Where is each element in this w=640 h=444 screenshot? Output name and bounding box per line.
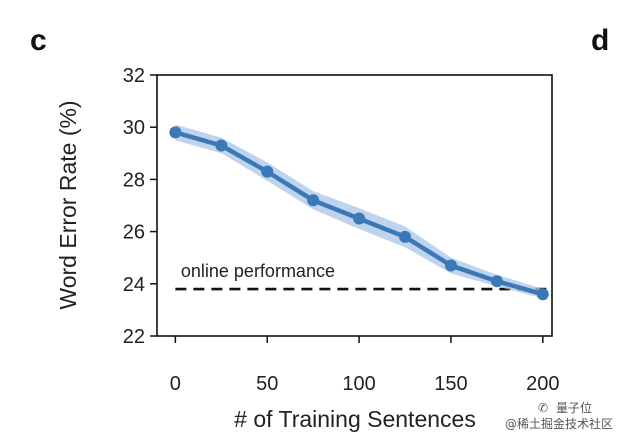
- y-tick-label-22: 22: [123, 326, 145, 348]
- x-tick-label-50: 50: [256, 373, 278, 395]
- x-tick-label-200: 200: [526, 373, 559, 395]
- watermark-text: @稀土掘金技术社区: [505, 416, 613, 431]
- plot-area: 22 24 26 28 30 32 0 50 100 150 200 online performan…: [123, 65, 560, 395]
- watermark-brand: 量子位: [556, 400, 592, 415]
- x-axis-label: # of Training Sentences: [234, 406, 476, 432]
- y-tick-label-26: 26: [123, 222, 145, 244]
- data-point-75: [307, 194, 320, 207]
- y-axis-label: Word Error Rate (%): [55, 100, 81, 309]
- watermark-icon: ✆: [538, 401, 548, 415]
- data-point-200: [536, 288, 549, 301]
- data-point-150: [444, 259, 457, 272]
- y-tick-label-28: 28: [123, 169, 145, 191]
- y-tick-label-30: 30: [123, 117, 145, 139]
- data-point-100: [353, 212, 366, 225]
- reference-line-label: online performance: [181, 261, 335, 281]
- data-point-125: [399, 230, 412, 243]
- x-tick-label-100: 100: [342, 373, 375, 395]
- panel-label-c: c: [30, 24, 47, 57]
- data-point-25: [215, 139, 228, 152]
- data-point-50: [261, 165, 274, 178]
- y-tick-label-32: 32: [123, 65, 145, 87]
- x-tick-label-150: 150: [434, 373, 467, 395]
- x-tick-label-0: 0: [170, 373, 181, 395]
- y-tick-label-24: 24: [123, 274, 145, 296]
- panel-label-d: d: [591, 24, 609, 57]
- data-point-0: [169, 126, 182, 139]
- data-point-175: [490, 275, 503, 288]
- plot-frame: [156, 74, 553, 337]
